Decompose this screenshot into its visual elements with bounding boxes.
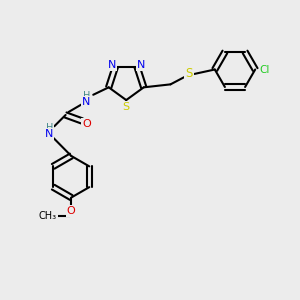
Text: O: O <box>67 206 76 216</box>
Text: O: O <box>82 119 91 129</box>
Text: H: H <box>83 91 90 101</box>
Text: N: N <box>82 97 91 106</box>
Text: N: N <box>136 60 145 70</box>
Text: S: S <box>185 68 193 80</box>
Text: N: N <box>108 60 116 70</box>
Text: Cl: Cl <box>260 64 270 74</box>
Text: N: N <box>45 129 53 139</box>
Text: S: S <box>123 102 130 112</box>
Text: CH₃: CH₃ <box>39 211 57 221</box>
Text: H: H <box>46 123 53 133</box>
